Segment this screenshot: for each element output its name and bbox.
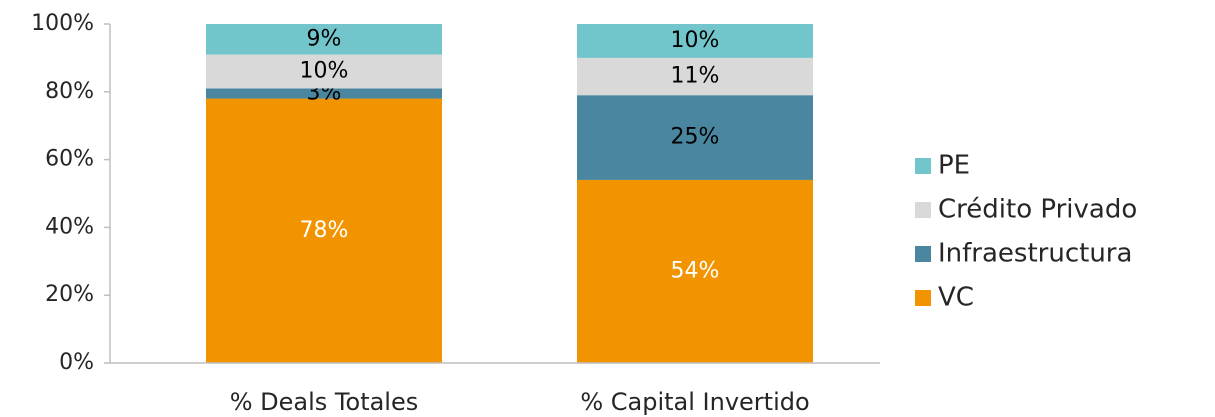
legend-label: PE <box>938 151 970 181</box>
y-tick-label: 40% <box>45 214 94 239</box>
data-label: 25% <box>671 125 720 150</box>
y-tick-label: 0% <box>59 350 94 375</box>
legend-swatch <box>915 246 931 262</box>
data-label: 9% <box>307 26 342 51</box>
x-tick-label: % Deals Totales <box>230 388 419 416</box>
data-label: 10% <box>300 58 349 83</box>
bar-segment <box>206 24 442 55</box>
bar-segment <box>206 88 442 99</box>
x-tick-label: % Capital Invertido <box>580 388 809 416</box>
data-label: 78% <box>300 218 349 243</box>
y-tick-label: 80% <box>45 79 94 104</box>
bar-segment <box>206 98 442 363</box>
bar-segment <box>577 179 813 363</box>
data-label: 10% <box>671 28 720 53</box>
bar-segment <box>577 95 813 180</box>
bar-segment <box>206 54 442 89</box>
data-label: 54% <box>671 258 720 283</box>
legend-swatch <box>915 290 931 306</box>
y-tick-label: 100% <box>31 11 94 36</box>
legend-label: Infraestructura <box>938 239 1132 269</box>
legend-swatch <box>915 158 931 174</box>
legend-label: VC <box>938 283 974 313</box>
data-label: 11% <box>671 64 720 89</box>
bar-segment <box>577 24 813 58</box>
y-tick-label: 60% <box>45 147 94 172</box>
y-tick-label: 20% <box>45 282 94 307</box>
bar-segment <box>577 57 813 96</box>
legend-swatch <box>915 202 931 218</box>
legend-label: Crédito Privado <box>938 195 1137 225</box>
